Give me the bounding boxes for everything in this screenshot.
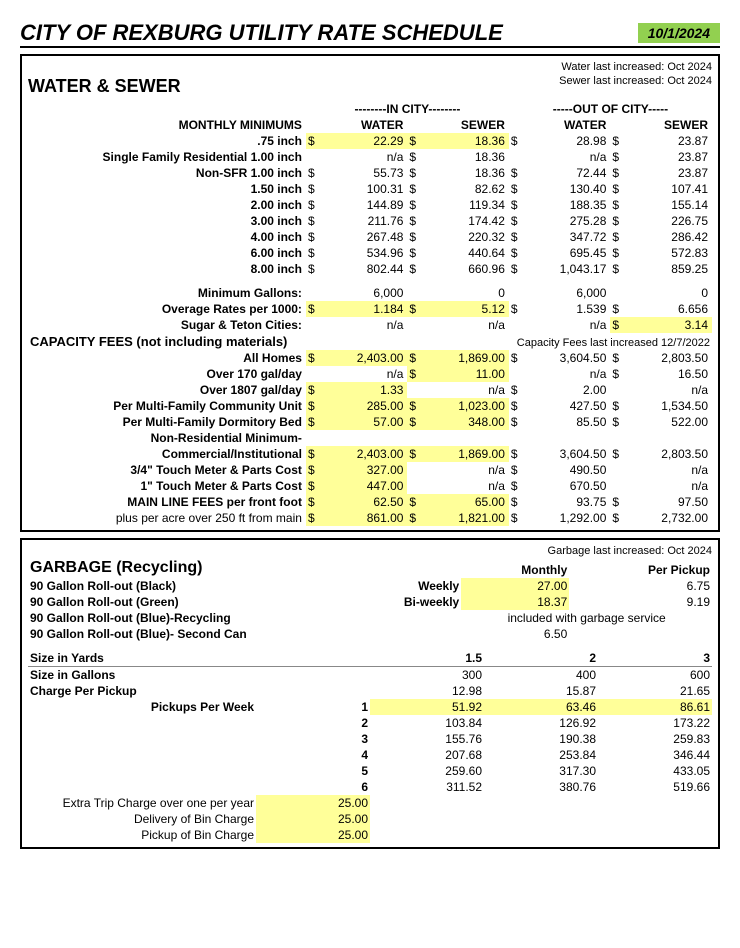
capacity-row: Non-Residential Minimum- — [28, 430, 712, 446]
pickup-row: 5259.60317.30433.05 — [28, 763, 712, 779]
size-gallons-row: Size in Gallons300400600 — [28, 667, 712, 684]
water-sewer-table: --------IN CITY-------- -----OUT OF CITY… — [28, 101, 712, 526]
garbage-row: 90 Gallon Roll-out (Blue)-Recycling incl… — [28, 610, 712, 626]
garbage-row: 90 Gallon Roll-out (Black) Weekly 27.00 … — [28, 578, 712, 594]
garbage-row: 90 Gallon Roll-out (Green) Bi-weekly 18.… — [28, 594, 712, 610]
size-yards-row: Size in Yards1.523 — [28, 650, 712, 667]
charge-row: Charge Per Pickup12.9815.8721.65 — [28, 683, 712, 699]
out-city-header: -----OUT OF CITY----- — [509, 101, 712, 117]
capacity-row: 3/4" Touch Meter & Parts Cost $327.00 n/… — [28, 462, 712, 478]
rate-row: 4.00 inch $267.48 $220.32 $347.72 $286.4… — [28, 229, 712, 245]
rate-row: Non-SFR 1.00 inch $55.73 $18.36 $72.44 $… — [28, 165, 712, 181]
pickup-row: Pickups Per Week 151.9263.4686.61 — [28, 699, 712, 715]
rate-row: 2.00 inch $144.89 $119.34 $188.35 $155.1… — [28, 197, 712, 213]
extra-charge-row: Pickup of Bin Charge 25.00 — [28, 827, 712, 843]
per-pickup-header: Per Pickup — [569, 558, 712, 578]
garbage-row: 90 Gallon Roll-out (Blue)- Second Can 6.… — [28, 626, 712, 642]
capacity-row: Over 1807 gal/day $1.33 n/a $2.00 n/a — [28, 382, 712, 398]
effective-date-badge: 10/1/2024 — [638, 23, 720, 43]
pickup-row: 4207.68253.84346.44 — [28, 747, 712, 763]
garbage-section: Garbage last increased: Oct 2024 GARBAGE… — [20, 538, 720, 849]
capacity-row: All Homes $2,403.00 $1,869.00 $3,604.50 … — [28, 350, 712, 366]
group-header-row: --------IN CITY-------- -----OUT OF CITY… — [28, 101, 712, 117]
pickup-row: 2103.84126.92173.22 — [28, 715, 712, 731]
rate-row: Single Family Residential 1.00 inch n/a … — [28, 149, 712, 165]
capacity-note: Capacity Fees last increased 12/7/2022 — [424, 333, 712, 350]
monthly-header: Monthly — [461, 558, 569, 578]
capacity-row: plus per acre over 250 ft from main $861… — [28, 510, 712, 526]
capacity-row: Over 170 gal/day n/a $11.00 n/a $16.50 — [28, 366, 712, 382]
capacity-row: MAIN LINE FEES per front foot $62.50 $65… — [28, 494, 712, 510]
rate-row: 1.50 inch $100.31 $82.62 $130.40 $107.41 — [28, 181, 712, 197]
rate-row: 6.00 inch $534.96 $440.64 $695.45 $572.8… — [28, 245, 712, 261]
extra-charge-row: Extra Trip Charge over one per year 25.0… — [28, 795, 712, 811]
water-sewer-section: Water last increased: Oct 2024 WATER & S… — [20, 54, 720, 532]
dumpster-table: Size in Yards1.523Size in Gallons3004006… — [28, 650, 712, 843]
extra-charge-row: Delivery of Bin Charge 25.00 — [28, 811, 712, 827]
capacity-header-row: CAPACITY FEES (not including materials) … — [28, 333, 712, 350]
pickup-row: 3155.76190.38259.83 — [28, 731, 712, 747]
garbage-note: Garbage last increased: Oct 2024 — [28, 545, 712, 557]
page-title: CITY OF REXBURG UTILITY RATE SCHEDULE — [20, 20, 638, 46]
garbage-header-row: GARBAGE (Recycling) Monthly Per Pickup — [28, 558, 712, 578]
overage-row: Overage Rates per 1000: $1.184$5.12$1.53… — [28, 301, 712, 317]
capacity-row: 1" Touch Meter & Parts Cost $447.00 n/a … — [28, 478, 712, 494]
min-gallons-row: Minimum Gallons: 6,0000 6,0000 — [28, 285, 712, 301]
rate-row: .75 inch $22.29 $18.36 $28.98 $23.87 — [28, 133, 712, 149]
in-city-header: --------IN CITY-------- — [306, 101, 509, 117]
monthly-minimums-label: MONTHLY MINIMUMS — [28, 117, 306, 133]
pickup-row: 6311.52380.76519.66 — [28, 779, 712, 795]
capacity-row: Per Multi-Family Community Unit $285.00 … — [28, 398, 712, 414]
capacity-row: Commercial/Institutional $2,403.00 $1,86… — [28, 446, 712, 462]
water-note: Water last increased: Oct 2024 — [28, 61, 712, 73]
water-sewer-title: WATER & SEWER — [28, 76, 181, 97]
sewer-note: Sewer last increased: Oct 2024 — [181, 75, 712, 100]
capacity-row: Per Multi-Family Dormitory Bed $57.00 $3… — [28, 414, 712, 430]
header-row: CITY OF REXBURG UTILITY RATE SCHEDULE 10… — [20, 20, 720, 48]
rate-row: 8.00 inch $802.44 $660.96 $1,043.17 $859… — [28, 261, 712, 277]
garbage-table: GARBAGE (Recycling) Monthly Per Pickup 9… — [28, 558, 712, 642]
sugar-teton-row: Sugar & Teton Cities: n/an/a n/a$3.14 — [28, 317, 712, 333]
capacity-fees-label: CAPACITY FEES (not including materials) — [28, 333, 424, 350]
column-header-row: MONTHLY MINIMUMS WATER SEWER WATER SEWER — [28, 117, 712, 133]
rate-row: 3.00 inch $211.76 $174.42 $275.28 $226.7… — [28, 213, 712, 229]
garbage-title: GARBAGE (Recycling) — [28, 558, 369, 578]
